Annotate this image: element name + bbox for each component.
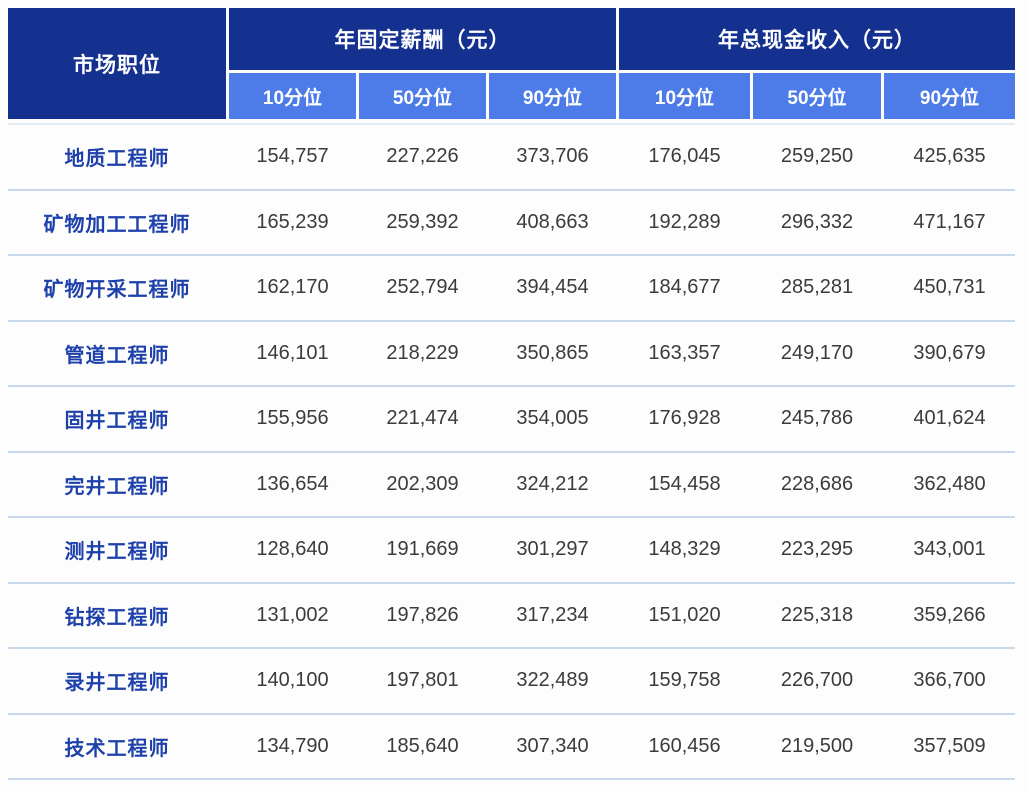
salary-value: 155,956 bbox=[256, 407, 329, 430]
salary-value: 450,731 bbox=[913, 276, 986, 299]
salary-table: 市场职位 年固定薪酬（元） 年总现金收入（元） 10分位 50分位 90分位 1… bbox=[8, 8, 1015, 780]
job-title: 完井工程师 bbox=[64, 475, 170, 498]
salary-value: 140,100 bbox=[256, 669, 329, 692]
table-row: 钻探工程师 131,002 197,826 317,234 151,020 22… bbox=[8, 583, 1015, 649]
job-title: 管道工程师 bbox=[64, 344, 170, 367]
salary-value: 359,266 bbox=[913, 603, 986, 626]
salary-value: 163,357 bbox=[648, 341, 721, 364]
salary-value: 221,474 bbox=[386, 407, 459, 430]
fixed-p90-header: 90分位 bbox=[489, 73, 616, 119]
salary-value: 159,758 bbox=[648, 669, 721, 692]
job-title: 矿物开采工程师 bbox=[43, 279, 191, 302]
salary-value: 252,794 bbox=[386, 276, 459, 299]
table-row: 测井工程师 128,640 191,669 301,297 148,329 22… bbox=[8, 518, 1015, 584]
salary-value: 362,480 bbox=[913, 472, 986, 495]
salary-value: 249,170 bbox=[780, 341, 854, 364]
salary-value: 136,654 bbox=[256, 472, 329, 495]
fixed-salary-group-header: 年固定薪酬（元） bbox=[229, 8, 616, 70]
table-row: 固井工程师 155,956 221,474 354,005 176,928 24… bbox=[8, 387, 1015, 453]
salary-value: 146,101 bbox=[256, 341, 329, 364]
salary-value: 197,826 bbox=[386, 603, 459, 626]
salary-value: 134,790 bbox=[256, 734, 329, 757]
job-title: 技术工程师 bbox=[64, 737, 170, 760]
position-column-header: 市场职位 bbox=[8, 8, 226, 119]
salary-value: 259,392 bbox=[386, 210, 459, 233]
salary-value: 366,700 bbox=[913, 669, 986, 692]
salary-value: 324,212 bbox=[516, 472, 589, 495]
salary-value: 219,500 bbox=[780, 734, 854, 757]
salary-value: 197,801 bbox=[386, 669, 459, 692]
salary-value: 191,669 bbox=[386, 538, 459, 561]
salary-value: 390,679 bbox=[913, 341, 986, 364]
salary-value: 394,454 bbox=[516, 276, 589, 299]
salary-value: 285,281 bbox=[780, 276, 854, 299]
salary-value: 185,640 bbox=[386, 734, 459, 757]
table-row: 地质工程师 154,757 227,226 373,706 176,045 25… bbox=[8, 125, 1015, 191]
table-row: 管道工程师 146,101 218,229 350,865 163,357 24… bbox=[8, 321, 1015, 387]
job-title: 固井工程师 bbox=[64, 410, 170, 433]
salary-value: 307,340 bbox=[516, 734, 589, 757]
salary-value: 401,624 bbox=[913, 407, 986, 430]
job-title: 录井工程师 bbox=[64, 672, 170, 695]
salary-value: 354,005 bbox=[516, 407, 589, 430]
salary-value: 425,635 bbox=[913, 145, 986, 168]
salary-value: 225,318 bbox=[780, 603, 854, 626]
salary-value: 471,167 bbox=[913, 210, 986, 233]
cash-p10-header: 10分位 bbox=[619, 73, 750, 119]
table-body: 地质工程师 154,757 227,226 373,706 176,045 25… bbox=[8, 123, 1015, 780]
salary-value: 176,045 bbox=[648, 145, 721, 168]
salary-value: 154,458 bbox=[648, 472, 721, 495]
salary-value: 227,226 bbox=[386, 145, 459, 168]
table-row: 录井工程师 140,100 197,801 322,489 159,758 22… bbox=[8, 649, 1015, 715]
salary-value: 357,509 bbox=[913, 734, 986, 757]
salary-value: 131,002 bbox=[256, 603, 329, 626]
salary-value: 128,640 bbox=[256, 538, 329, 561]
table-header: 市场职位 年固定薪酬（元） 年总现金收入（元） 10分位 50分位 90分位 1… bbox=[8, 8, 1015, 119]
fixed-p50-header: 50分位 bbox=[359, 73, 486, 119]
job-title: 地质工程师 bbox=[64, 148, 170, 171]
salary-value: 192,289 bbox=[648, 210, 721, 233]
total-cash-group-header: 年总现金收入（元） bbox=[619, 8, 1015, 70]
salary-value: 245,786 bbox=[780, 407, 854, 430]
salary-value: 343,001 bbox=[913, 538, 986, 561]
job-title: 矿物加工工程师 bbox=[43, 213, 191, 236]
salary-value: 154,757 bbox=[256, 145, 329, 168]
salary-value: 226,700 bbox=[780, 669, 854, 692]
table-row: 矿物开采工程师 162,170 252,794 394,454 184,677 … bbox=[8, 256, 1015, 322]
fixed-p10-header: 10分位 bbox=[229, 73, 356, 119]
cash-p50-header: 50分位 bbox=[753, 73, 881, 119]
table-row: 矿物加工工程师 165,239 259,392 408,663 192,289 … bbox=[8, 190, 1015, 256]
salary-value: 301,297 bbox=[516, 538, 589, 561]
salary-value: 165,239 bbox=[256, 210, 329, 233]
salary-value: 162,170 bbox=[256, 276, 329, 299]
salary-value: 408,663 bbox=[516, 210, 589, 233]
salary-value: 373,706 bbox=[516, 145, 589, 168]
salary-value: 296,332 bbox=[780, 210, 854, 233]
cash-p90-header: 90分位 bbox=[884, 73, 1015, 119]
salary-value: 218,229 bbox=[386, 341, 459, 364]
salary-value: 317,234 bbox=[516, 603, 589, 626]
salary-value: 151,020 bbox=[648, 603, 721, 626]
salary-value: 160,456 bbox=[648, 734, 721, 757]
job-title: 钻探工程师 bbox=[64, 606, 170, 629]
salary-value: 184,677 bbox=[648, 276, 721, 299]
table-row: 技术工程师 134,790 185,640 307,340 160,456 21… bbox=[8, 714, 1015, 780]
salary-value: 350,865 bbox=[516, 341, 589, 364]
salary-value: 322,489 bbox=[516, 669, 589, 692]
salary-value: 202,309 bbox=[386, 472, 459, 495]
job-title: 测井工程师 bbox=[64, 541, 170, 564]
salary-value: 223,295 bbox=[780, 538, 854, 561]
salary-value: 259,250 bbox=[780, 145, 854, 168]
salary-value: 228,686 bbox=[780, 472, 854, 495]
salary-value: 148,329 bbox=[648, 538, 721, 561]
salary-value: 176,928 bbox=[648, 407, 721, 430]
table-row: 完井工程师 136,654 202,309 324,212 154,458 22… bbox=[8, 452, 1015, 518]
